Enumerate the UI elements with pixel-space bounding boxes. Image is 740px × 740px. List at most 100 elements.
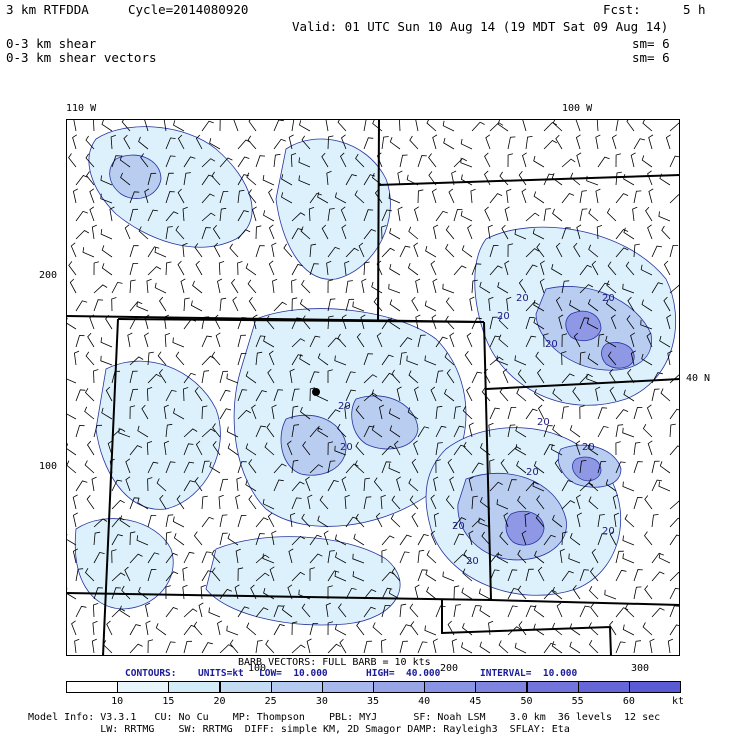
wind-barb — [525, 408, 538, 420]
wind-barb — [268, 224, 275, 240]
wind-barb — [389, 137, 401, 150]
wind-barb — [501, 224, 509, 240]
wind-barb — [479, 605, 491, 618]
wind-barb — [489, 335, 501, 348]
wind-barb — [559, 548, 565, 564]
wind-barb — [658, 211, 671, 222]
wind-barb — [573, 242, 581, 258]
wind-barb — [291, 297, 298, 312]
shade-dark-east-a — [565, 310, 602, 342]
wind-barb — [534, 550, 545, 564]
wind-barb — [561, 351, 567, 366]
wind-barb — [219, 207, 227, 222]
wind-barb — [217, 278, 223, 294]
barb-vectors-note: BARB VECTORS: FULL BARB = 10 kts — [238, 657, 431, 668]
wind-barb — [615, 441, 621, 456]
wind-barb — [321, 224, 329, 240]
wind-barb — [507, 587, 519, 600]
wind-barb — [345, 247, 359, 258]
wind-barb — [165, 514, 174, 528]
wind-barb — [201, 158, 216, 168]
wind-barb — [211, 567, 221, 582]
wind-barb — [453, 517, 467, 528]
wind-barb — [622, 427, 635, 438]
wind-barb — [111, 370, 121, 384]
wind-barb — [291, 644, 306, 654]
wind-barb — [389, 425, 401, 438]
wind-barb — [183, 551, 195, 564]
wind-barb — [615, 461, 626, 474]
wind-barb — [327, 279, 334, 294]
wyoming-east-border — [377, 119, 380, 323]
wind-barb — [129, 643, 143, 654]
wind-barb — [667, 638, 674, 654]
wind-barb — [642, 119, 653, 132]
wind-barb — [345, 174, 357, 186]
wind-barb — [480, 442, 491, 456]
wind-barb — [255, 607, 269, 618]
wind-barb — [646, 404, 653, 420]
wind-barb — [147, 373, 161, 384]
wind-barb — [610, 314, 617, 330]
wind-barb — [201, 212, 216, 222]
wind-barb — [262, 175, 275, 186]
wind-barb — [183, 461, 195, 474]
wind-barb — [245, 479, 257, 492]
shear-map: 20 20 20 20 20 20 20 20 20 20 20 20 — [66, 119, 680, 656]
wind-barb — [579, 351, 586, 366]
wind-barb — [232, 296, 239, 312]
wind-barb — [183, 318, 197, 330]
wind-barb — [291, 264, 303, 276]
wind-barb — [372, 622, 383, 636]
wind-barb — [75, 605, 87, 618]
wind-barb — [211, 171, 221, 186]
wind-barb — [376, 332, 383, 348]
wind-barb — [356, 332, 365, 348]
wind-barb — [100, 229, 113, 240]
wind-barb — [561, 570, 574, 582]
wind-barb — [75, 425, 85, 438]
wind-barb — [68, 153, 77, 168]
wind-barb — [129, 388, 139, 402]
wind-barb — [453, 585, 460, 600]
wind-barb — [471, 495, 478, 510]
wind-barb — [327, 621, 334, 636]
wind-barb — [154, 247, 167, 258]
wind-barb — [576, 494, 581, 510]
wind-barb — [219, 370, 229, 384]
wind-barb — [212, 423, 221, 438]
contour-label: 20 — [582, 442, 595, 453]
wind-barb — [626, 315, 635, 330]
wind-barb — [388, 588, 401, 600]
wind-barb — [588, 496, 599, 510]
wind-barb — [281, 174, 293, 186]
wind-barb — [237, 353, 247, 366]
wind-barb — [309, 263, 319, 276]
wind-barb — [413, 242, 419, 258]
wind-barb — [146, 387, 153, 402]
wind-barb — [506, 296, 512, 312]
wind-barb — [317, 192, 329, 204]
wind-barb — [213, 242, 221, 258]
wind-barb — [183, 428, 198, 438]
wind-barb — [273, 479, 284, 492]
wind-barb — [89, 206, 95, 222]
wind-barb — [535, 513, 545, 528]
wind-barb — [539, 278, 545, 294]
wind-barb — [622, 535, 635, 546]
wind-barb — [591, 548, 599, 564]
wind-barb — [291, 621, 298, 636]
lon-label-110w: 110 W — [66, 103, 97, 114]
wind-barb — [75, 568, 84, 582]
shade-dark-east-south — [572, 456, 602, 482]
wind-barb — [163, 314, 170, 330]
wind-barb — [658, 481, 671, 492]
wind-barb — [227, 533, 239, 546]
wind-barb — [373, 297, 383, 312]
contour-label: 20 — [497, 311, 510, 322]
wind-barb — [92, 119, 95, 132]
wind-barb — [208, 607, 221, 618]
wind-barb — [489, 459, 495, 474]
wind-barb — [389, 299, 401, 312]
wind-barb — [219, 389, 231, 402]
